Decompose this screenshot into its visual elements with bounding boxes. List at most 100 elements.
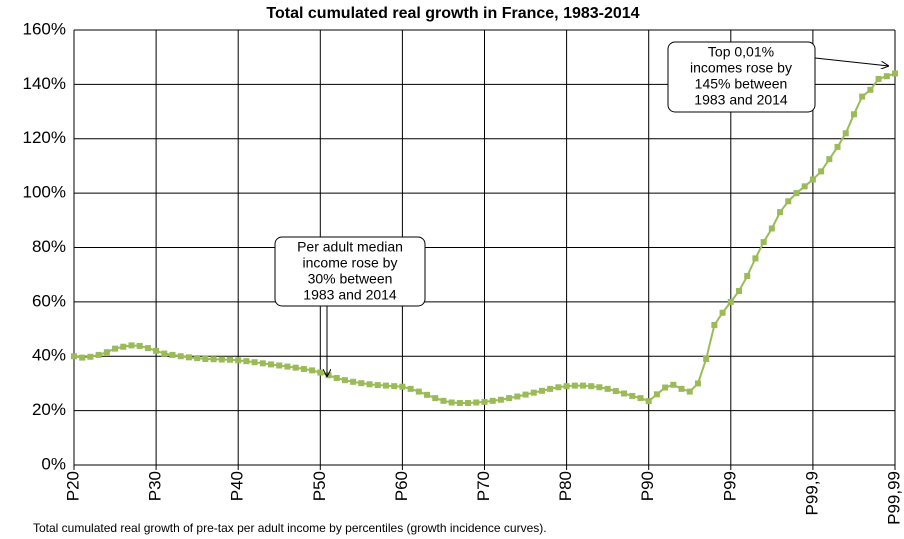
y-tick-label: 100%	[23, 183, 66, 202]
marker	[341, 377, 348, 384]
marker	[268, 361, 275, 368]
marker	[391, 383, 398, 390]
annotation-box	[667, 41, 816, 113]
marker	[760, 239, 767, 246]
marker	[284, 363, 291, 370]
marker	[407, 385, 414, 392]
marker	[276, 362, 283, 369]
marker	[489, 397, 496, 404]
annotation-text: 1983 and 2014	[694, 92, 788, 108]
x-tick-label: P30	[146, 471, 165, 501]
marker	[514, 393, 521, 400]
marker	[612, 388, 619, 395]
marker	[621, 390, 628, 397]
marker	[637, 395, 644, 402]
x-tick-label: P50	[310, 471, 329, 501]
marker	[71, 353, 77, 360]
marker	[580, 382, 587, 389]
marker	[481, 398, 488, 405]
marker	[218, 356, 225, 363]
annotation-text: Top 0,01%	[708, 44, 774, 60]
marker	[892, 70, 898, 77]
marker	[538, 387, 545, 394]
marker	[95, 351, 102, 358]
marker	[867, 86, 874, 93]
marker	[87, 353, 94, 360]
marker	[818, 168, 825, 175]
y-tick-label: 40%	[32, 346, 66, 365]
marker	[883, 73, 890, 80]
marker	[194, 355, 201, 362]
marker	[185, 354, 192, 361]
chart-title: Total cumulated real growth in France, 1…	[266, 5, 639, 22]
y-tick-label: 160%	[23, 19, 66, 38]
marker	[497, 396, 504, 403]
marker	[325, 372, 332, 379]
marker	[686, 388, 693, 395]
x-tick-label: P70	[474, 471, 493, 501]
x-tick-label: P20	[63, 471, 82, 501]
marker	[440, 397, 447, 404]
marker	[727, 298, 734, 305]
marker	[645, 398, 652, 405]
annotation-text: income rose by	[303, 255, 398, 271]
marker	[210, 356, 217, 363]
marker	[358, 380, 365, 387]
marker	[382, 382, 389, 389]
marker	[251, 359, 258, 366]
x-tick-label: P90	[638, 471, 657, 501]
x-tick-label: P40	[228, 471, 247, 501]
marker	[555, 384, 562, 391]
marker	[768, 225, 775, 232]
marker	[112, 345, 119, 352]
marker	[777, 209, 784, 216]
annotation-text: incomes rose by	[690, 60, 792, 76]
marker	[292, 364, 299, 371]
marker	[875, 75, 882, 82]
marker	[169, 351, 176, 358]
marker	[226, 356, 233, 363]
marker	[571, 382, 578, 389]
marker	[826, 156, 833, 163]
marker	[366, 381, 373, 388]
marker	[596, 384, 603, 391]
marker	[793, 190, 800, 197]
marker	[719, 309, 726, 316]
marker	[424, 391, 431, 398]
marker	[473, 399, 480, 406]
y-tick-label: 60%	[32, 291, 66, 310]
marker	[300, 366, 307, 373]
marker	[588, 383, 595, 390]
marker	[243, 358, 250, 365]
y-tick-label: 120%	[23, 128, 66, 147]
marker	[161, 350, 168, 357]
footnote: Total cumulated real growth of pre-tax p…	[33, 521, 547, 535]
y-tick-label: 80%	[32, 237, 66, 256]
annotation-text: 30% between	[308, 271, 393, 287]
annotation-text: 145% between	[695, 76, 788, 92]
marker	[662, 384, 669, 391]
marker	[842, 130, 849, 137]
marker	[399, 383, 406, 390]
x-tick-label: P99,99	[884, 471, 903, 525]
marker	[694, 380, 701, 387]
marker	[79, 354, 86, 361]
marker	[259, 360, 266, 367]
y-tick-label: 140%	[23, 74, 66, 93]
marker	[506, 395, 513, 402]
marker	[448, 399, 455, 406]
y-tick-label: 20%	[32, 400, 66, 419]
marker	[703, 355, 710, 362]
marker	[653, 391, 660, 398]
marker	[530, 389, 537, 396]
x-tick-label: P60	[392, 471, 411, 501]
marker	[629, 392, 636, 399]
x-tick-label: P99	[720, 471, 739, 501]
marker	[456, 400, 463, 407]
marker	[563, 383, 570, 390]
marker	[604, 385, 611, 392]
marker	[309, 367, 316, 374]
annotation-arrow	[814, 57, 889, 66]
marker	[432, 395, 439, 402]
